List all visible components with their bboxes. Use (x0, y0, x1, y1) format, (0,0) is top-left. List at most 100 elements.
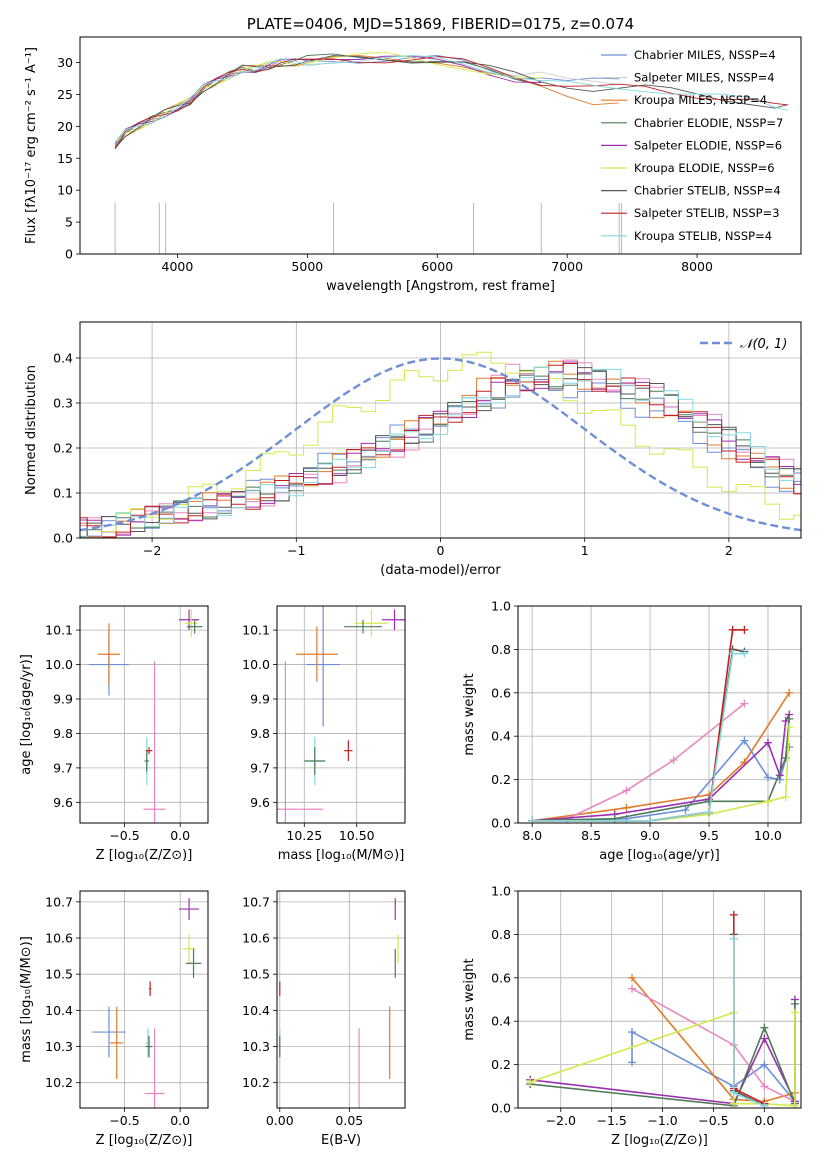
weight-marker (681, 805, 690, 814)
weight-marker (628, 1058, 637, 1067)
errorbar-point (144, 1028, 165, 1108)
histogram-line (80, 367, 801, 538)
weight-line (631, 977, 796, 1103)
y-axis-label: mass [log₁₀(M/M⊙)] (19, 936, 34, 1063)
errorbar-point (277, 661, 324, 823)
y-tick-label: 0.0 (491, 816, 511, 831)
x-tick-label: 1 (581, 543, 589, 558)
y-tick-label: 10.4 (45, 1003, 73, 1018)
y-tick-label: 9.7 (53, 760, 73, 775)
axes-frame (517, 890, 802, 1109)
x-tick-label: 10.25 (286, 828, 322, 843)
y-tick-label: 0.0 (491, 1101, 511, 1116)
weight-marker (646, 816, 655, 823)
weight-marker (628, 973, 637, 982)
x-tick-label: −1.5 (596, 1113, 626, 1128)
x-tick-label: 10.0 (754, 828, 782, 843)
legend-label: Kroupa STELIB, NSSP=4 (634, 229, 772, 243)
x-tick-label: −2.0 (546, 1113, 576, 1128)
weight-line (532, 718, 790, 822)
weight-marker (760, 1034, 769, 1043)
x-axis-label: Z [log₁₀(Z/Z⊙)] (96, 848, 193, 863)
weight-marker (705, 808, 714, 817)
weight-marker (622, 786, 631, 795)
axes-frame (79, 321, 802, 539)
spectrum-line (114, 55, 789, 143)
x-tick-label: 4000 (162, 259, 194, 274)
series-group (114, 51, 789, 254)
y-tick-label: 30 (57, 55, 73, 70)
weight-marker (760, 1082, 769, 1091)
errorbar-point (110, 1006, 124, 1080)
panel-0: 4000 5000 6000 7000 8000 0 5 10 15 20 25 30 waveleng… (24, 15, 802, 294)
errorbar-point (306, 606, 340, 727)
weight-line (529, 1011, 796, 1107)
axes-frame (79, 605, 209, 824)
weight-marker (526, 1077, 535, 1086)
weight-marker (705, 797, 714, 806)
y-tick-label: 0.4 (53, 351, 73, 366)
y-tick-label: 25 (57, 87, 73, 102)
weight-line (532, 702, 745, 822)
x-axis-label: Z [log₁₀(Z/Z⊙)] (96, 1133, 193, 1148)
weight-marker (790, 1008, 799, 1017)
weight-marker (628, 984, 637, 993)
y-tick-label: 0.8 (491, 927, 511, 942)
panel-4: 8.0 8.5 9.0 9.5 10.0 0.0 0.2 0.4 0.6 0.8 1.0 age [l… (462, 599, 802, 863)
y-axis-label: Flux [fλ10⁻¹⁷ erg cm⁻² s⁻¹ A⁻¹] (24, 47, 39, 244)
y-tick-label: 0.2 (491, 772, 511, 787)
legend-label: 𝒩(0, 1) (740, 337, 787, 352)
axes-frame (276, 890, 406, 1109)
axes-frame (79, 36, 802, 255)
x-axis-label: wavelength [Angstrom, rest frame] (326, 279, 555, 294)
x-axis-label: Z [log₁₀(Z/Z⊙)] (611, 1133, 708, 1148)
weight-marker (763, 773, 772, 782)
x-tick-label: 8000 (681, 259, 713, 274)
x-tick-label: −0.5 (698, 1113, 728, 1128)
y-tick-label: 10.4 (242, 1003, 270, 1018)
errorbar-point (304, 747, 326, 775)
histogram-line (80, 360, 801, 538)
series-group (88, 609, 203, 823)
panel-1: −2 −1 0 1 2 0.0 0.1 0.2 0.3 0.4 (data-model)/error… (24, 321, 802, 578)
weight-marker (781, 792, 790, 801)
errorbar-point (97, 623, 121, 686)
y-tick-label: 9.6 (250, 795, 270, 810)
y-axis-label: mass weight (462, 958, 477, 1040)
y-tick-label: 0.2 (491, 1057, 511, 1072)
weight-marker (785, 723, 794, 732)
x-tick-label: 6000 (421, 259, 453, 274)
y-tick-label: 20 (57, 119, 73, 134)
legend-label: Kroupa MILES, NSSP=4 (634, 93, 767, 107)
x-axis-label: age [log₁₀(age/yr)] (599, 848, 720, 863)
series-group (277, 606, 405, 823)
errorbar-point (381, 609, 405, 631)
weight-marker (760, 1023, 769, 1032)
errorbar-point (92, 1006, 126, 1058)
weight-marker (790, 1101, 799, 1108)
weight-marker (669, 756, 678, 765)
y-tick-label: 9.9 (53, 692, 73, 707)
x-tick-label: 10.50 (339, 828, 375, 843)
y-tick-label: 0.1 (53, 486, 73, 501)
y-tick-label: 10.1 (242, 623, 270, 638)
y-tick-label: 15 (57, 151, 73, 166)
x-tick-label: −1.0 (647, 1113, 677, 1128)
y-tick-label: 10.6 (242, 931, 270, 946)
y-tick-label: 10.0 (242, 657, 270, 672)
histogram-line (80, 351, 801, 538)
series-group (92, 898, 202, 1108)
y-tick-label: 9.6 (53, 795, 73, 810)
y-tick-label: 0.6 (491, 970, 511, 985)
legend-label: Chabrier ELODIE, NSSP=7 (634, 116, 783, 130)
y-tick-label: 0.4 (491, 1014, 511, 1029)
weight-marker (740, 736, 749, 745)
legend-label: Chabrier STELIB, NSSP=4 (634, 184, 781, 198)
y-tick-label: 1.0 (491, 884, 511, 899)
weight-marker (763, 797, 772, 806)
weight-marker (528, 816, 537, 823)
series-group (279, 898, 399, 1108)
panel-7: −2.0 −1.5 −1.0 −0.5 0.0 0.0 0.2 0.4 0.6 0.8 1.0 Z [… (462, 884, 802, 1148)
spectrum-line (114, 56, 789, 149)
